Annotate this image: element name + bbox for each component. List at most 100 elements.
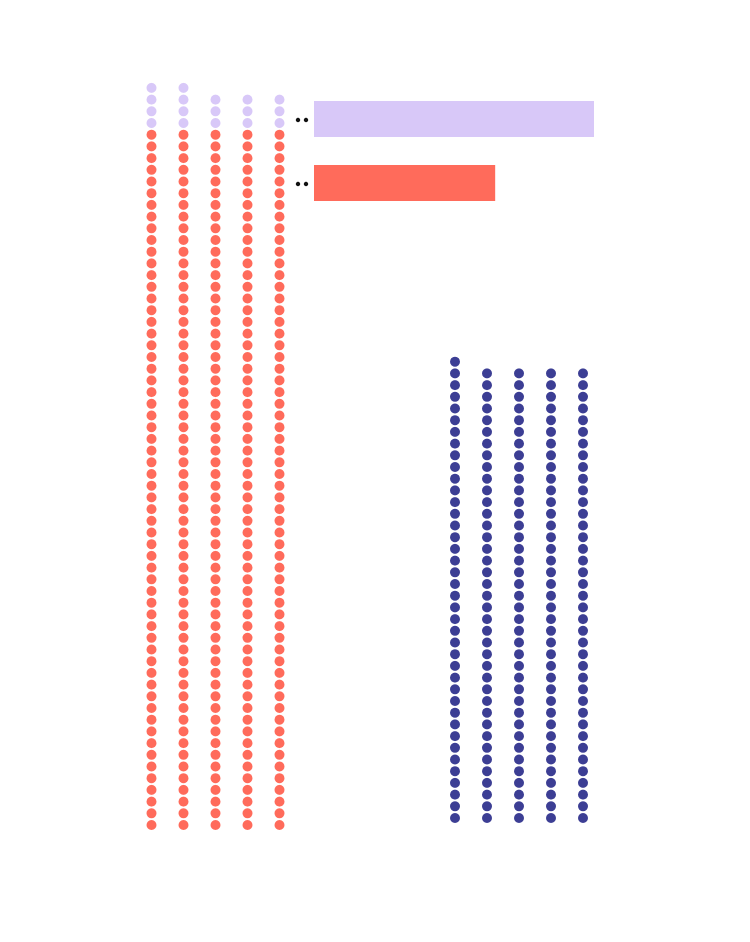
waffle-dot-navy: [450, 590, 460, 601]
waffle-dot-coral: [274, 281, 285, 292]
waffle-dot-coral: [146, 375, 157, 386]
waffle-dot-coral: [146, 141, 157, 152]
waffle-dot-coral: [274, 258, 285, 269]
waffle-dot-coral: [274, 469, 285, 479]
waffle-dot-navy: [514, 368, 524, 379]
waffle-dot-coral: [178, 410, 189, 421]
waffle-dot-coral: [146, 188, 157, 199]
waffle-dot-navy: [450, 707, 460, 718]
waffle-dot-coral: [210, 199, 221, 210]
waffle-dot-coral: [210, 445, 221, 456]
waffle-dot-coral: [210, 410, 221, 421]
waffle-dot-navy: [546, 754, 556, 765]
waffle-dot-navy: [482, 789, 492, 800]
waffle-dot-navy: [514, 590, 524, 601]
waffle-dot-navy: [514, 380, 524, 391]
waffle-dot-coral: [274, 457, 285, 468]
bar-lavender: [314, 101, 594, 137]
waffle-dot-coral: [178, 726, 189, 737]
waffle-dot-coral: [146, 235, 157, 245]
waffle-dot-coral: [210, 784, 221, 795]
waffle-dot-coral: [178, 164, 189, 175]
waffle-dot-navy: [450, 426, 460, 437]
waffle-dot-coral: [242, 820, 253, 830]
waffle-dot-coral: [146, 656, 157, 667]
waffle-dot-navy: [514, 625, 524, 636]
waffle-dot-coral: [210, 387, 221, 398]
waffle-dot-coral: [146, 703, 157, 713]
waffle-dot-navy: [450, 754, 460, 765]
waffle-dot-coral: [210, 808, 221, 819]
waffle-dot-coral: [210, 422, 221, 433]
waffle-dot-coral: [146, 305, 157, 316]
waffle-dot-coral: [274, 691, 285, 702]
waffle-dot-navy: [578, 813, 588, 823]
waffle-dot-navy: [514, 742, 524, 753]
waffle-dot-coral: [178, 738, 189, 749]
waffle-dot-coral: [242, 492, 253, 503]
waffle-dot-coral: [178, 773, 189, 784]
waffle-dot-coral: [146, 784, 157, 795]
waffle-dot-coral: [274, 480, 285, 491]
waffle-dot-coral: [274, 679, 285, 690]
waffle-dot-coral: [178, 305, 189, 316]
connector-dot: [303, 181, 309, 187]
waffle-dot-coral: [210, 749, 221, 760]
waffle-dot-navy: [578, 614, 588, 625]
waffle-dot-coral: [210, 246, 221, 257]
waffle-dot-navy: [450, 415, 460, 426]
waffle-dot-navy: [546, 813, 556, 823]
waffle-dot-coral: [146, 597, 157, 608]
waffle-dot-coral: [210, 129, 221, 140]
waffle-dot-navy: [450, 789, 460, 800]
waffle-dot-lavender: [178, 118, 189, 128]
waffle-dot-coral: [242, 293, 253, 304]
waffle-dot-coral: [242, 773, 253, 784]
waffle-dot-coral: [242, 632, 253, 643]
waffle-dot-coral: [146, 679, 157, 690]
waffle-dot-coral: [178, 586, 189, 596]
waffle-dot-coral: [178, 176, 189, 187]
waffle-dot-coral: [210, 644, 221, 655]
waffle-dot-coral: [274, 527, 285, 538]
waffle-dot-coral: [274, 726, 285, 737]
waffle-dot-coral: [242, 305, 253, 316]
waffle-dot-coral: [178, 562, 189, 573]
waffle-dot-coral: [274, 270, 285, 281]
waffle-dot-navy: [450, 543, 460, 554]
waffle-dot-navy: [482, 707, 492, 718]
waffle-dot-navy: [450, 579, 460, 589]
waffle-dot-coral: [178, 691, 189, 702]
waffle-dot-navy: [578, 462, 588, 472]
waffle-dot-navy: [578, 415, 588, 426]
waffle-dot-coral: [210, 539, 221, 550]
waffle-dot-navy: [514, 426, 524, 437]
waffle-dot-coral: [242, 281, 253, 292]
waffle-dot-coral: [178, 597, 189, 608]
waffle-dot-navy: [578, 801, 588, 812]
waffle-dot-navy: [450, 403, 460, 414]
waffle-dot-navy: [450, 719, 460, 730]
waffle-dot-navy: [450, 508, 460, 519]
waffle-dot-coral: [242, 539, 253, 550]
waffle-dot-lavender: [146, 94, 157, 105]
waffle-dot-coral: [178, 153, 189, 164]
waffle-dot-coral: [146, 410, 157, 421]
waffle-dot-navy: [578, 789, 588, 800]
waffle-dot-coral: [178, 761, 189, 772]
waffle-dot-navy: [482, 660, 492, 671]
waffle-dot-navy: [482, 742, 492, 753]
waffle-dot-navy: [450, 380, 460, 391]
waffle-dot-coral: [146, 539, 157, 550]
waffle-dot-navy: [546, 368, 556, 379]
waffle-dot-lavender: [210, 106, 221, 117]
waffle-dot-coral: [210, 469, 221, 479]
waffle-dot-coral: [178, 141, 189, 152]
waffle-dot-navy: [514, 660, 524, 671]
waffle-dot-navy: [514, 696, 524, 706]
waffle-dot-coral: [178, 632, 189, 643]
waffle-dot-navy: [578, 426, 588, 437]
waffle-dot-coral: [146, 808, 157, 819]
waffle-dot-coral: [146, 820, 157, 830]
waffle-dot-coral: [274, 363, 285, 374]
